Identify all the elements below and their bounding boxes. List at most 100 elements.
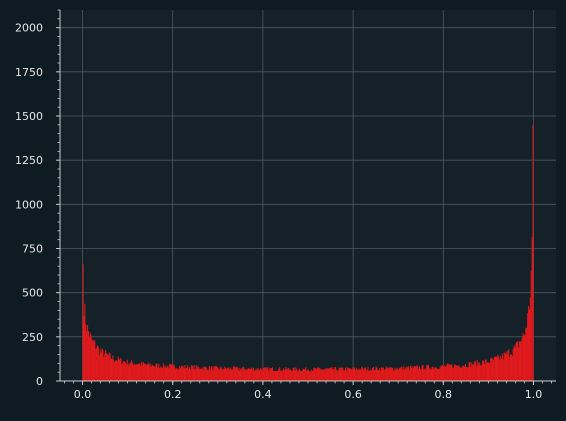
histogram-bar — [370, 369, 371, 381]
histogram-bar — [433, 369, 434, 381]
histogram-bar — [218, 369, 219, 381]
histogram-bar — [303, 369, 304, 381]
histogram-bar — [375, 370, 376, 381]
histogram-bar — [188, 369, 189, 381]
histogram-bar — [176, 368, 177, 381]
histogram-bar — [420, 369, 421, 381]
histogram-bar — [475, 362, 476, 381]
histogram-bar — [478, 362, 479, 381]
histogram-bar — [276, 371, 277, 381]
histogram-bar — [464, 367, 465, 381]
histogram-bar — [331, 368, 332, 381]
histogram-bar — [403, 366, 404, 381]
histogram-bar — [494, 357, 495, 381]
histogram-bar — [159, 368, 160, 381]
histogram-bar — [441, 365, 442, 381]
x-tick-label: 0.6 — [344, 388, 362, 401]
histogram-bar — [445, 367, 446, 381]
histogram-bar — [400, 368, 401, 381]
histogram-bar — [428, 365, 429, 381]
histogram-bar — [122, 363, 123, 381]
histogram-bar — [251, 368, 252, 381]
histogram-bar — [343, 370, 344, 381]
histogram-bar — [356, 368, 357, 381]
histogram-bar — [106, 353, 107, 381]
histogram-bar — [133, 365, 134, 381]
histogram-bar — [190, 370, 191, 381]
histogram-bar — [83, 264, 84, 381]
histogram-bar — [386, 368, 387, 381]
histogram-bar — [408, 366, 409, 381]
histogram-bar — [234, 366, 235, 381]
histogram-bar — [498, 357, 499, 381]
histogram-bar — [274, 371, 275, 381]
histogram-bar — [335, 367, 336, 381]
histogram-bar — [215, 366, 216, 381]
histogram-bar — [174, 365, 175, 381]
histogram-bar — [155, 366, 156, 381]
histogram-bar — [522, 338, 523, 381]
histogram-bar — [270, 369, 271, 381]
histogram-bar — [414, 366, 415, 381]
histogram-bar — [472, 365, 473, 381]
histogram-bar — [307, 370, 308, 381]
histogram-bar — [250, 369, 251, 381]
histogram-bar — [279, 367, 280, 381]
histogram-bar — [177, 369, 178, 381]
histogram-bar — [285, 369, 286, 381]
histogram-bar — [287, 368, 288, 381]
y-tick-label: 500 — [22, 287, 43, 300]
histogram-bar — [476, 366, 477, 381]
histogram-bar — [321, 369, 322, 381]
histogram-bar — [349, 368, 350, 381]
histogram-bar — [135, 365, 136, 381]
histogram-bar — [126, 364, 127, 381]
histogram-bar — [318, 367, 319, 381]
histogram-bar — [156, 364, 157, 381]
histogram-bar — [276, 371, 277, 381]
histogram-bar — [357, 369, 358, 381]
histogram-bar — [282, 370, 283, 381]
histogram-bar — [219, 369, 220, 381]
histogram-bar — [363, 370, 364, 381]
histogram-bar — [164, 367, 165, 381]
histogram-bar — [322, 370, 323, 381]
histogram-bar — [469, 362, 470, 381]
histogram-bar — [404, 367, 405, 381]
histogram-bar — [347, 367, 348, 381]
histogram-bar — [395, 368, 396, 381]
histogram-bar — [479, 363, 480, 381]
histogram-bar — [340, 368, 341, 381]
histogram-bar — [145, 364, 146, 381]
histogram-bar — [129, 364, 130, 381]
histogram-bar — [337, 371, 338, 381]
histogram-bar — [427, 365, 428, 381]
histogram-bar — [435, 367, 436, 381]
histogram-bar — [143, 362, 144, 381]
histogram-bar — [229, 369, 230, 381]
histogram-bar — [517, 341, 518, 381]
histogram-bar — [352, 367, 353, 381]
histogram-bar — [247, 370, 248, 381]
histogram-bar — [183, 366, 184, 381]
histogram-bar — [216, 366, 217, 381]
histogram-bar — [125, 362, 126, 381]
histogram-bar — [123, 361, 124, 381]
histogram-bar — [200, 369, 201, 381]
histogram-bar — [207, 370, 208, 381]
histogram-bar — [438, 369, 439, 381]
histogram-bar — [446, 366, 447, 381]
histogram-bar — [179, 366, 180, 381]
histogram-bar — [193, 370, 194, 381]
histogram-bar — [491, 358, 492, 381]
histogram-bar — [280, 370, 281, 381]
histogram-bar — [362, 367, 363, 381]
histogram-bar — [338, 370, 339, 381]
histogram-bar — [450, 365, 451, 381]
histogram-bar — [510, 354, 511, 381]
histogram-bar — [430, 369, 431, 381]
histogram-bar — [374, 370, 375, 381]
histogram-bar — [358, 369, 359, 381]
histogram-bar — [386, 366, 387, 381]
histogram-bar — [432, 367, 433, 381]
